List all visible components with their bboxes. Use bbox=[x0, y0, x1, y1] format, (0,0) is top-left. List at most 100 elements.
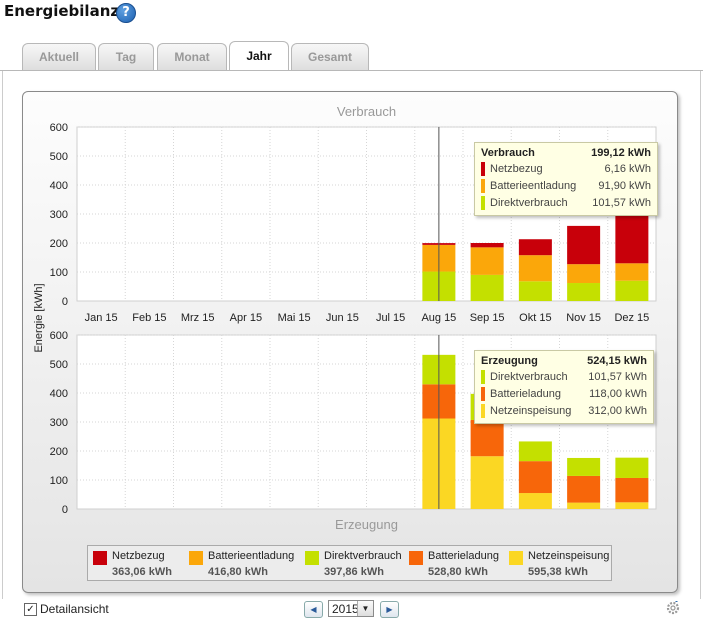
legend-value: 363,06 kWh bbox=[112, 566, 172, 578]
y-tick-label: 200 bbox=[50, 238, 68, 250]
bar-direktverbrauch bbox=[518, 441, 552, 462]
x-tick-label: Dez 15 bbox=[614, 312, 649, 324]
tooltip-row-value: 118,00 kWh bbox=[589, 388, 647, 400]
bar-batterieentladung bbox=[470, 247, 504, 275]
x-tick-label: Jun 15 bbox=[326, 312, 359, 324]
gear-icon[interactable] bbox=[666, 601, 680, 615]
legend-swatch bbox=[189, 551, 203, 565]
y-tick-label: 500 bbox=[50, 359, 68, 371]
x-tick-label: Feb 15 bbox=[132, 312, 166, 324]
bar-netzbezug bbox=[567, 225, 601, 265]
chevron-down-icon[interactable]: ▼ bbox=[357, 601, 373, 616]
tooltip-verbrauch: Verbrauch 199,12 kWh Netzbezug 6,16 kWh Ba… bbox=[474, 142, 658, 216]
swatch-batterieladung bbox=[481, 387, 485, 402]
y-tick-label: 100 bbox=[50, 475, 68, 487]
x-tick-label: Mai 15 bbox=[278, 312, 311, 324]
legend-name: Netzbezug bbox=[112, 550, 165, 562]
tooltip-row-label: Netzeinspeisung bbox=[490, 405, 572, 417]
legend-swatch bbox=[93, 551, 107, 565]
next-year-button[interactable]: ▶ bbox=[380, 601, 399, 618]
detail-label[interactable]: Detailansicht bbox=[40, 602, 109, 616]
legend-name: Batterieentladung bbox=[208, 550, 295, 562]
tooltip-row-label: Batterieentladung bbox=[490, 180, 577, 192]
tooltip-row-label: Direktverbrauch bbox=[490, 197, 568, 209]
legend-value: 595,38 kWh bbox=[528, 566, 588, 578]
x-tick-label: Jan 15 bbox=[85, 312, 118, 324]
bar-direktverbrauch bbox=[615, 280, 649, 301]
x-tick-label: Okt 15 bbox=[519, 312, 551, 324]
year-value: 2015 bbox=[332, 602, 359, 616]
legend-name: Direktverbrauch bbox=[324, 550, 402, 562]
swatch-batterieentladung bbox=[481, 179, 485, 194]
bar-direktverbrauch bbox=[470, 274, 504, 301]
bar-netzeinspeisung bbox=[470, 456, 504, 509]
swatch-netzeinspeisung bbox=[481, 404, 485, 419]
y-tick-label: 600 bbox=[50, 330, 68, 342]
tab-divider bbox=[0, 70, 703, 71]
bar-batterieentladung bbox=[615, 263, 649, 281]
y-tick-label: 100 bbox=[50, 267, 68, 279]
y-tick-label: 400 bbox=[50, 388, 68, 400]
bar-batterieentladung bbox=[567, 264, 601, 284]
bar-netzbezug bbox=[518, 239, 552, 256]
tab-jahr[interactable]: Jahr bbox=[229, 41, 289, 70]
bar-netzeinspeisung bbox=[518, 493, 552, 509]
tab-tag[interactable]: Tag bbox=[98, 43, 154, 70]
chart-title: Erzeugung bbox=[335, 517, 398, 532]
tooltip-title: Verbrauch bbox=[481, 147, 535, 159]
chart-title: Verbrauch bbox=[337, 104, 396, 119]
legend-swatch bbox=[305, 551, 319, 565]
tab-content bbox=[2, 71, 701, 599]
tab-aktuell[interactable]: Aktuell bbox=[22, 43, 96, 70]
x-tick-label: Apr 15 bbox=[230, 312, 262, 324]
tooltip-row-label: Batterieladung bbox=[490, 388, 561, 400]
tooltip-erzeugung: Erzeugung 524,15 kWh Direktverbrauch 101,5… bbox=[474, 350, 654, 424]
tooltip-total: 199,12 kWh bbox=[591, 147, 651, 159]
swatch-direktverbrauch bbox=[481, 196, 485, 211]
detail-checkbox[interactable]: ✓ bbox=[24, 603, 37, 616]
y-tick-label: 0 bbox=[62, 504, 68, 516]
tooltip-row-label: Direktverbrauch bbox=[490, 371, 568, 383]
bar-batterieladung bbox=[615, 477, 649, 503]
bar-direktverbrauch bbox=[567, 283, 601, 301]
bar-netzbezug bbox=[470, 243, 504, 248]
x-tick-label: Nov 15 bbox=[566, 312, 601, 324]
swatch-direktverbrauch bbox=[481, 370, 485, 385]
bar-netzeinspeisung bbox=[615, 502, 649, 509]
tab-monat[interactable]: Monat bbox=[157, 43, 227, 70]
tooltip-total: 524,15 kWh bbox=[587, 355, 647, 367]
y-tick-label: 500 bbox=[50, 151, 68, 163]
legend-value: 416,80 kWh bbox=[208, 566, 268, 578]
bar-direktverbrauch bbox=[615, 457, 649, 478]
y-tick-label: 200 bbox=[50, 446, 68, 458]
bar-direktverbrauch bbox=[518, 281, 552, 301]
swatch-netzbezug bbox=[481, 162, 485, 177]
prev-year-button[interactable]: ◀ bbox=[304, 601, 323, 618]
x-tick-label: Aug 15 bbox=[421, 312, 456, 324]
x-tick-label: Jul 15 bbox=[376, 312, 405, 324]
chart-legend: Netzbezug 363,06 kWh Batterieentladung 416… bbox=[87, 545, 612, 581]
tooltip-row-value: 312,00 kWh bbox=[588, 405, 647, 417]
bar-direktverbrauch bbox=[567, 457, 601, 476]
tooltip-row-value: 101,57 kWh bbox=[588, 371, 647, 383]
tooltip-row-label: Netzbezug bbox=[490, 163, 543, 175]
tooltip-row-value: 91,90 kWh bbox=[598, 180, 651, 192]
x-tick-label: Mrz 15 bbox=[181, 312, 215, 324]
legend-swatch bbox=[409, 551, 423, 565]
y-tick-label: 300 bbox=[50, 209, 68, 221]
tooltip-row-value: 6,16 kWh bbox=[604, 163, 651, 175]
year-select[interactable]: 2015 ▼ bbox=[328, 600, 374, 617]
tab-gesamt[interactable]: Gesamt bbox=[291, 43, 369, 70]
legend-swatch bbox=[509, 551, 523, 565]
y-tick-label: 400 bbox=[50, 180, 68, 192]
x-tick-label: Sep 15 bbox=[470, 312, 505, 324]
y-axis-label: Energie [kWh] bbox=[33, 283, 45, 352]
page-title: Energiebilanz bbox=[4, 2, 120, 20]
legend-value: 397,86 kWh bbox=[324, 566, 384, 578]
legend-value: 528,80 kWh bbox=[428, 566, 488, 578]
help-icon[interactable]: ? bbox=[116, 3, 136, 23]
bar-batterieladung bbox=[470, 419, 504, 457]
bar-batterieladung bbox=[567, 475, 601, 503]
y-tick-label: 300 bbox=[50, 417, 68, 429]
